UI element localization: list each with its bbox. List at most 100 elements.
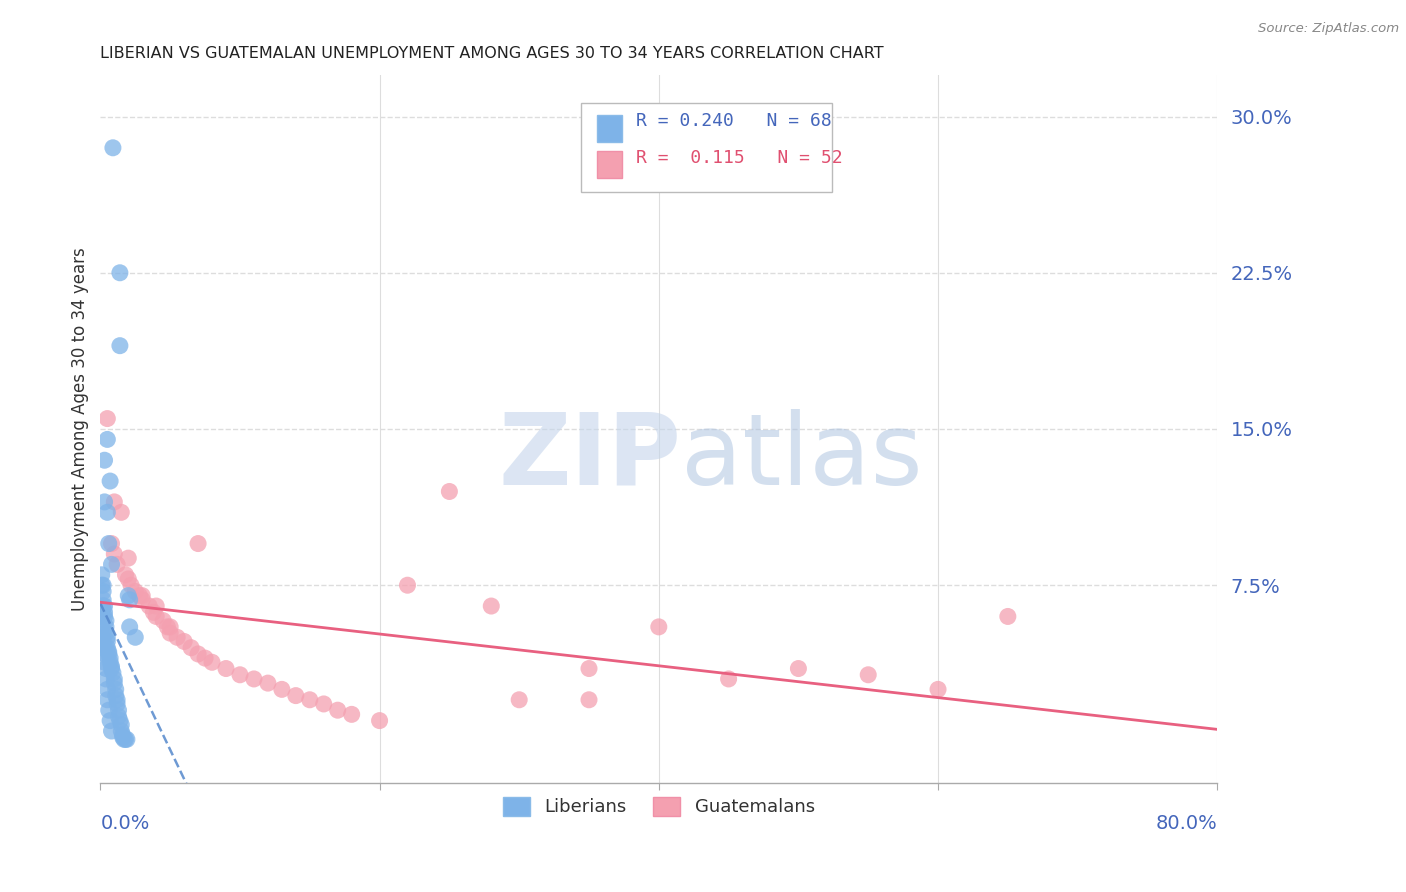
Point <box>100 659 122 673</box>
Point <box>142 605 165 619</box>
Point <box>90 599 112 613</box>
Point <box>187 536 209 550</box>
Point <box>180 640 202 655</box>
Point <box>201 655 224 669</box>
FancyBboxPatch shape <box>598 151 621 178</box>
Point <box>93 605 115 619</box>
Point <box>94 614 117 628</box>
Point <box>578 661 600 675</box>
Point <box>396 578 419 592</box>
Text: LIBERIAN VS GUATEMALAN UNEMPLOYMENT AMONG AGES 30 TO 34 YEARS CORRELATION CHART: LIBERIAN VS GUATEMALAN UNEMPLOYMENT AMON… <box>100 46 884 62</box>
Point <box>97 703 120 717</box>
FancyBboxPatch shape <box>598 115 621 142</box>
Point <box>98 655 121 669</box>
Point <box>96 505 118 519</box>
Point <box>91 578 114 592</box>
Point <box>96 433 118 447</box>
Point <box>91 584 114 599</box>
Point <box>124 584 146 599</box>
Point <box>94 661 117 675</box>
Point <box>858 667 880 681</box>
Point <box>94 672 117 686</box>
Point <box>159 620 181 634</box>
Point <box>138 599 160 613</box>
Point <box>90 609 112 624</box>
Point <box>284 689 307 703</box>
Point <box>101 665 124 680</box>
Point <box>91 599 114 613</box>
Point <box>439 484 461 499</box>
Point <box>90 605 112 619</box>
Point <box>100 724 122 739</box>
Point <box>108 714 131 728</box>
Point <box>187 647 209 661</box>
Point <box>115 732 138 747</box>
Point <box>194 651 217 665</box>
Point <box>166 630 188 644</box>
Point <box>108 339 131 353</box>
Point <box>105 697 128 711</box>
Text: atlas: atlas <box>681 409 922 506</box>
Point <box>96 411 118 425</box>
Point <box>152 614 174 628</box>
Point <box>368 714 391 728</box>
Text: Source: ZipAtlas.com: Source: ZipAtlas.com <box>1258 22 1399 36</box>
Point <box>997 609 1019 624</box>
Point <box>110 718 132 732</box>
Point <box>103 676 125 690</box>
Point <box>90 620 112 634</box>
Point <box>131 589 153 603</box>
Point <box>98 651 121 665</box>
Point <box>96 640 118 655</box>
Point <box>103 495 125 509</box>
Point <box>103 672 125 686</box>
Point <box>93 495 115 509</box>
Text: R =  0.115   N = 52: R = 0.115 N = 52 <box>637 150 844 168</box>
Text: 80.0%: 80.0% <box>1156 814 1218 833</box>
Point <box>112 732 135 747</box>
Point <box>98 714 121 728</box>
Point <box>94 620 117 634</box>
Point <box>101 141 124 155</box>
Point <box>117 572 139 586</box>
Point <box>110 724 132 739</box>
Point <box>578 693 600 707</box>
Point <box>100 536 122 550</box>
Point <box>114 732 136 747</box>
Text: 0.0%: 0.0% <box>100 814 149 833</box>
Point <box>104 682 127 697</box>
Point <box>114 567 136 582</box>
Point <box>93 609 115 624</box>
Point <box>145 609 167 624</box>
Point <box>111 731 134 745</box>
Point <box>156 620 179 634</box>
Point <box>173 634 195 648</box>
Point <box>111 728 134 742</box>
Point <box>94 626 117 640</box>
Point <box>93 599 115 613</box>
Point <box>270 682 292 697</box>
Point <box>110 505 132 519</box>
Point <box>97 536 120 550</box>
Point <box>124 630 146 644</box>
Point <box>117 589 139 603</box>
Point <box>257 676 280 690</box>
Point <box>340 707 363 722</box>
Point <box>93 647 115 661</box>
Point <box>96 682 118 697</box>
Point <box>787 661 810 675</box>
Point <box>104 689 127 703</box>
Point <box>118 592 141 607</box>
Point <box>105 558 128 572</box>
Point <box>93 453 115 467</box>
Point <box>128 589 150 603</box>
Point <box>508 693 530 707</box>
Point <box>108 266 131 280</box>
Point <box>145 599 167 613</box>
Point <box>97 647 120 661</box>
Point <box>91 640 114 655</box>
Point <box>117 551 139 566</box>
Point <box>96 634 118 648</box>
Point <box>648 620 671 634</box>
Point <box>118 620 141 634</box>
